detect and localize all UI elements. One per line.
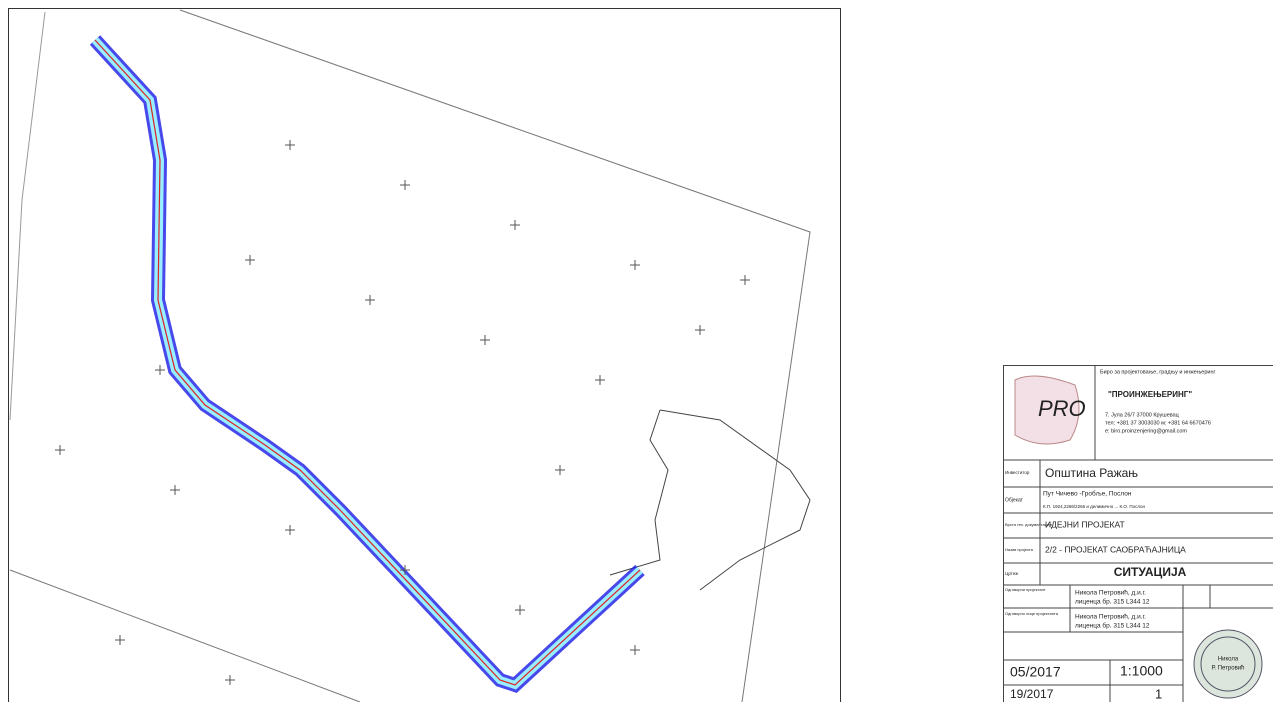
grid-cross [595, 375, 605, 385]
grid-cross [510, 220, 520, 230]
company-phone: тел: +381 37 3003030 м: +381 64 6670476 [1105, 420, 1211, 426]
logo [1014, 375, 1080, 445]
grid-cross [55, 445, 65, 455]
grid-cross [515, 605, 525, 615]
logo-text: PRO [1038, 396, 1086, 421]
scale: 1:1000 [1120, 663, 1163, 679]
grid-cross [365, 295, 375, 305]
grid-cross [115, 635, 125, 645]
project-number: 19/2017 [1010, 687, 1054, 701]
designer-label: Одговорно лице пројектанта [1005, 611, 1059, 616]
grid-cross [695, 325, 705, 335]
grid-cross [630, 645, 640, 655]
sheet-number: 1 [1155, 686, 1162, 701]
label: Објекат [1005, 497, 1024, 503]
grid-cross [740, 275, 750, 285]
grid-cross [155, 365, 165, 375]
grid-cross [170, 485, 180, 495]
project-name: 2/2 - ПРОЈЕКАТ САОБРАЋАЈНИЦА [1045, 544, 1186, 554]
investor: Општина Ражањ [1045, 466, 1138, 480]
designer-name: Никола Петровић, д.и.г. [1075, 589, 1146, 597]
grid-cross [400, 565, 410, 575]
designer-license: лиценца бр. 315 L344 12 [1075, 598, 1150, 606]
label: Инвеститор [1005, 470, 1030, 475]
grid-cross [225, 675, 235, 685]
designer-license: лиценца бр. 315 L344 12 [1075, 622, 1150, 630]
stamp-text: Никола [1218, 657, 1239, 663]
doc-type: ИДЕЈНИ ПРОЈЕКАТ [1045, 519, 1125, 529]
site-plan [9, 9, 811, 702]
label: Назив пројекта [1005, 547, 1034, 552]
object-line: К.П. 1924,2266/2266 и делимично ... К.О.… [1043, 504, 1146, 509]
road-axis [94, 39, 641, 686]
terrain-line [659, 409, 811, 591]
company-subtitle: Биро за пројектовање, градњу и инжењерин… [1100, 369, 1216, 375]
company-email: e: biro.proinzenjering@gmail.com [1105, 428, 1187, 434]
company-address: 7. Јула 26/7 37000 Крушевац [1105, 412, 1180, 418]
parcel-boundary [9, 569, 361, 702]
stamp-ring [1200, 636, 1256, 692]
title-block-frame [1003, 365, 1273, 702]
label: Цртеж [1005, 571, 1018, 576]
company-name: "ПРОИНЖЕЊЕРИНГ" [1108, 390, 1192, 399]
label: Врста тех. документације [1005, 522, 1053, 527]
grid-cross [245, 255, 255, 265]
terrain-line [609, 409, 669, 576]
drawing-frame [8, 8, 841, 702]
date: 05/2017 [1010, 664, 1061, 680]
grid-cross [400, 180, 410, 190]
grid-cross [630, 260, 640, 270]
object-line: Пут Чичево -Гробље, Послон [1043, 490, 1132, 498]
drawing-name: СИТУАЦИЈА [1114, 565, 1187, 579]
stamp [1193, 629, 1263, 699]
stamp-text: Р. Петровић [1212, 666, 1245, 672]
parcel-boundary [9, 11, 46, 421]
designer-name: Никола Петровић, д.и.г. [1075, 613, 1146, 621]
grid-cross [285, 140, 295, 150]
parcel-boundary [179, 9, 811, 702]
title-block: PRO Биро за пројектовање, градњу и инжење… [1003, 365, 1273, 702]
designer-label: Одговорни пројектант [1005, 587, 1046, 592]
grid-cross [555, 465, 565, 475]
grid-cross [480, 335, 490, 345]
grid-cross [285, 525, 295, 535]
